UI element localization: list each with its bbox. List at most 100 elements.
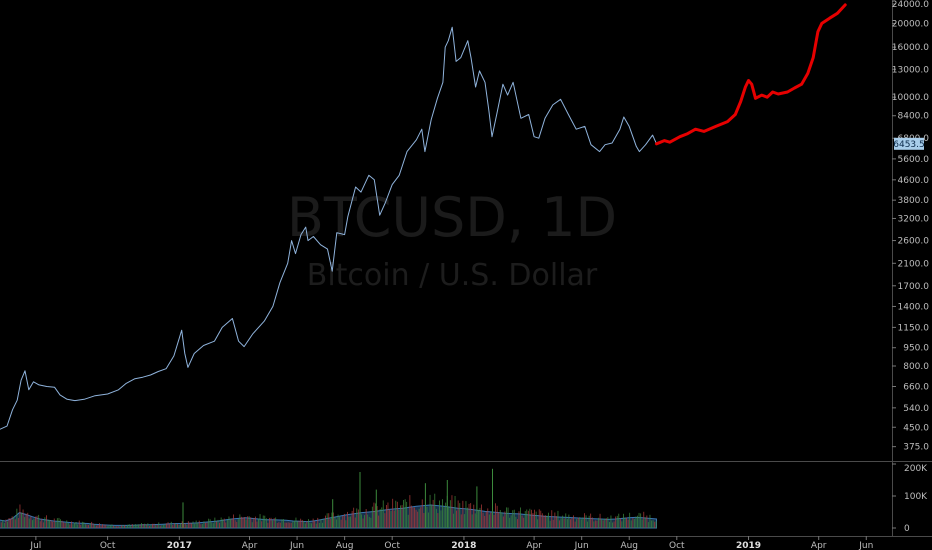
volume-bar xyxy=(109,525,111,528)
volume-bar xyxy=(119,526,121,528)
volume-bar xyxy=(647,522,649,528)
volume-bar xyxy=(605,518,607,528)
price-pane[interactable] xyxy=(0,3,847,430)
volume-bar xyxy=(587,521,588,528)
volume-bar xyxy=(114,526,116,528)
volume-bar xyxy=(3,523,5,528)
volume-bar xyxy=(549,520,551,528)
volume-bar xyxy=(392,498,394,528)
volume-bar xyxy=(545,515,546,528)
volume-bar xyxy=(99,523,100,528)
volume-bar xyxy=(596,520,598,528)
time-tick-label: Apr xyxy=(811,541,827,550)
volume-bar xyxy=(131,524,133,528)
volume-bar xyxy=(231,518,233,528)
watermark-symbol: BTCUSD, 1D xyxy=(287,186,617,249)
volume-bar xyxy=(389,509,390,528)
volume-bar xyxy=(654,521,656,528)
volume-bar xyxy=(13,516,15,528)
volume-bar xyxy=(371,506,373,528)
volume-bar xyxy=(610,515,612,528)
volume-bar xyxy=(323,518,325,528)
volume-bar xyxy=(512,510,514,528)
volume-bar xyxy=(116,526,118,528)
time-axis[interactable]: Jul Oct 2017 Apr Jun Aug Oct 2018 Apr Jun Aug Oct 20… xyxy=(29,536,873,550)
volume-bar xyxy=(234,520,236,528)
price-line-historical[interactable] xyxy=(0,26,657,430)
volume-bar xyxy=(454,496,456,528)
volume-bar xyxy=(78,520,80,528)
volume-bar xyxy=(100,525,102,528)
volume-bar xyxy=(501,512,503,528)
volume-bar xyxy=(278,522,280,528)
price-axis[interactable]: 24000.0 20000.0 16000.0 13000.0 10000.0 8400.… xyxy=(892,0,929,453)
volume-bar xyxy=(300,518,302,528)
time-tick-label: 2019 xyxy=(736,541,761,550)
volume-bar xyxy=(431,504,433,528)
volume-bar xyxy=(10,518,11,528)
volume-bar xyxy=(637,515,638,528)
volume-bar xyxy=(488,514,490,528)
volume-bar xyxy=(71,521,72,528)
volume-bar xyxy=(259,514,261,528)
volume-bar xyxy=(255,516,256,528)
volume-bar xyxy=(520,507,521,528)
volume-bar xyxy=(233,514,234,528)
volume-bar xyxy=(178,525,180,528)
volume-bar xyxy=(125,526,127,528)
volume-bar xyxy=(222,519,224,528)
volume-bar xyxy=(245,519,247,528)
volume-bar xyxy=(437,513,439,528)
volume-bar xyxy=(652,520,654,528)
volume-bar xyxy=(576,519,578,528)
volume-bar xyxy=(406,501,408,528)
volume-bar xyxy=(574,521,576,528)
volume-tick-label: 0 xyxy=(904,524,910,534)
volume-bar xyxy=(16,508,18,528)
volume-bar xyxy=(67,523,69,528)
volume-bar xyxy=(270,517,272,528)
price-tick-label: 3800.0 xyxy=(898,196,930,206)
volume-bar xyxy=(649,514,651,528)
volume-bar xyxy=(646,515,648,528)
volume-bar xyxy=(404,499,406,528)
volume-bar xyxy=(124,525,125,528)
volume-bar xyxy=(166,523,167,528)
volume-bar xyxy=(325,515,326,528)
volume-bar xyxy=(435,508,437,528)
volume-bar xyxy=(523,517,525,528)
volume-bar xyxy=(122,525,124,528)
volume-bar xyxy=(0,522,2,528)
volume-bar xyxy=(607,517,609,528)
volume-bar xyxy=(414,507,415,528)
volume-bar xyxy=(432,499,434,528)
volume-bar xyxy=(61,520,63,528)
volume-spike-bar xyxy=(424,483,426,528)
volume-bar xyxy=(418,508,420,528)
time-tick-label: Jun xyxy=(858,541,873,550)
volume-bar xyxy=(201,524,203,528)
volume-bar xyxy=(395,500,397,528)
volume-bar xyxy=(506,507,507,528)
volume-bar xyxy=(580,519,582,528)
volume-bar xyxy=(445,502,447,528)
volume-bar xyxy=(334,517,336,528)
volume-bar xyxy=(535,511,537,528)
volume-bar xyxy=(275,517,277,528)
volume-bar xyxy=(351,510,353,528)
volume-bar xyxy=(591,517,593,528)
volume-bar xyxy=(566,519,568,528)
time-tick-label: Oct xyxy=(384,541,400,550)
volume-bar xyxy=(261,521,263,528)
volume-bar xyxy=(64,523,66,528)
volume-bar xyxy=(559,520,560,528)
volume-bar xyxy=(627,519,629,528)
volume-bar xyxy=(50,520,52,528)
volume-bar xyxy=(609,522,610,528)
price-tick-label: 1400.0 xyxy=(898,302,930,312)
time-tick-label: Apr xyxy=(242,541,258,550)
volume-bar xyxy=(585,515,587,528)
volume-bar xyxy=(630,520,632,528)
volume-spike-bar xyxy=(476,486,478,528)
price-line-projection[interactable] xyxy=(655,3,847,146)
